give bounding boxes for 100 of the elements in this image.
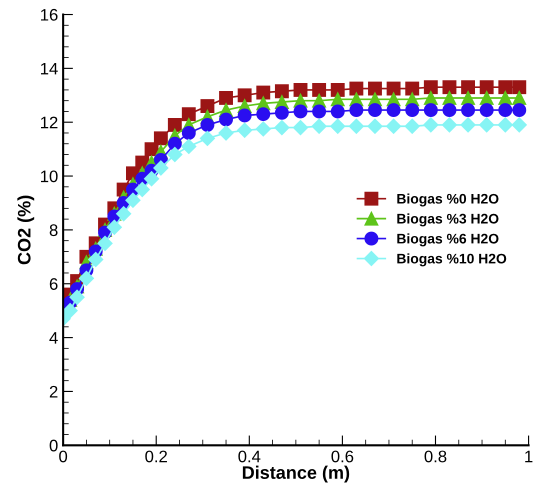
point (498, 91, 512, 105)
point (238, 88, 252, 102)
point (256, 86, 270, 100)
point (349, 82, 364, 96)
y-tick-label: 4 (49, 332, 58, 344)
point (294, 82, 308, 97)
point (480, 91, 494, 105)
point (182, 126, 196, 140)
point (386, 118, 402, 134)
point (330, 104, 345, 118)
y-tick-label: 0 (50, 440, 58, 452)
x-axis-title: Distance (m) (242, 466, 350, 483)
x-tick-label: 0.8 (424, 450, 446, 462)
x-tick-label: 1 (525, 450, 532, 462)
point (219, 91, 233, 105)
point (512, 103, 526, 118)
point (63, 303, 78, 318)
point (442, 80, 456, 94)
point (423, 117, 438, 132)
point (168, 118, 182, 132)
x-tick-label: 0 (59, 450, 68, 462)
point (97, 236, 113, 251)
point (153, 160, 168, 176)
point (461, 103, 476, 118)
point (498, 117, 513, 132)
point (144, 171, 160, 186)
point (237, 122, 252, 138)
y-tick-label: 2 (50, 386, 58, 398)
point (349, 103, 364, 118)
y-tick-label: 14 (41, 62, 58, 74)
point (480, 103, 494, 118)
point (405, 82, 420, 96)
point (292, 120, 308, 136)
y-tick-label: 6 (50, 278, 58, 290)
x-tick-label: 0.4 (238, 450, 260, 462)
point (461, 80, 476, 94)
point (181, 138, 196, 154)
point (154, 131, 168, 146)
point (312, 104, 326, 118)
point (88, 252, 104, 268)
point (78, 270, 94, 286)
point (200, 118, 214, 132)
point (256, 121, 271, 137)
legend-label: Biogas %10 H2O (397, 253, 506, 266)
x-tick-label: 0.2 (145, 450, 167, 462)
x-tick-label: 0.6 (331, 450, 354, 462)
point (200, 99, 214, 113)
point (479, 117, 494, 132)
y-tick-label: 16 (41, 8, 58, 21)
point (480, 80, 494, 94)
point (461, 91, 476, 105)
point (404, 118, 420, 134)
point (312, 82, 326, 97)
point (368, 82, 382, 96)
point (330, 92, 345, 106)
point (405, 103, 420, 118)
y-tick-label: 12 (41, 116, 58, 128)
point (512, 117, 527, 132)
point (442, 103, 456, 118)
point (168, 136, 182, 151)
point (330, 82, 345, 97)
point (386, 103, 401, 118)
point (424, 91, 438, 105)
point (218, 125, 234, 141)
point (442, 117, 458, 132)
point (498, 103, 512, 118)
point (386, 82, 401, 96)
point (219, 112, 233, 126)
point (116, 206, 132, 222)
point (424, 80, 438, 94)
point (498, 80, 512, 94)
point (125, 192, 141, 208)
legend-label: Biogas %3 H2O (397, 213, 498, 226)
point (512, 91, 526, 105)
point (424, 103, 438, 118)
y-tick-label: 8 (50, 224, 58, 236)
point (274, 84, 289, 98)
point (512, 80, 526, 94)
point (70, 290, 85, 305)
point (442, 91, 456, 105)
point (312, 118, 327, 134)
point (367, 118, 383, 134)
y-axis-title: CO2 (%) (17, 196, 34, 264)
point (134, 182, 150, 198)
legend-label: Biogas %6 H2O (397, 233, 498, 246)
point (256, 107, 270, 122)
point (167, 146, 182, 162)
point (368, 103, 382, 118)
point (460, 117, 476, 132)
point (330, 118, 346, 134)
point (348, 118, 364, 134)
point (182, 107, 196, 122)
legend-label: Biogas %0 H2O (397, 193, 498, 206)
point (238, 108, 252, 122)
point (294, 104, 308, 118)
point (274, 120, 290, 136)
point (200, 130, 215, 146)
point (274, 106, 289, 120)
y-tick-label: 10 (41, 170, 58, 182)
point (106, 220, 122, 235)
